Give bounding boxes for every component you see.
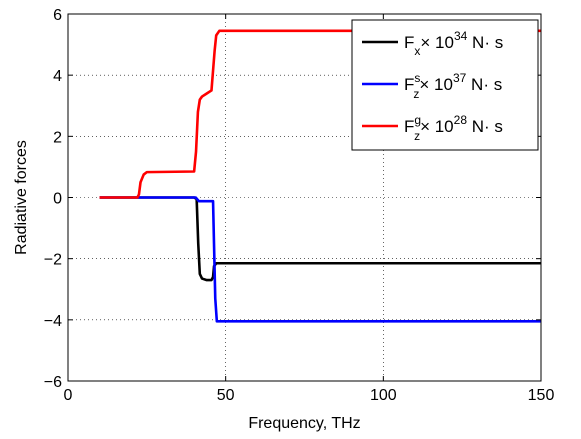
y-tick-label: 0 (53, 191, 62, 208)
legend-entry: Fx× 1034 N· s (404, 29, 503, 58)
grid (68, 14, 541, 381)
y-tick-label: −6 (44, 374, 62, 391)
x-tick-label: 150 (528, 387, 555, 404)
y-axis-label: Radiative forces (13, 140, 30, 255)
series-line-3 (99, 29, 541, 199)
x-tick-label: 50 (217, 387, 235, 404)
x-axis-label: Frequency, THz (248, 415, 360, 432)
legend: Fx× 1034 N· s Fs z× 1037 N· s Fg z× 1028 N· … (351, 19, 539, 151)
y-tick-label: 2 (53, 129, 62, 146)
y-tick-label: 4 (53, 68, 62, 85)
x-tick-label: 100 (370, 387, 397, 404)
y-tick-label: −2 (44, 252, 62, 269)
series-line-2 (99, 196, 541, 323)
legend-entry: Fg z× 1028 N· s (404, 113, 503, 143)
legend-entry: Fs z× 1037 N· s (404, 71, 502, 101)
y-tick-label: 6 (53, 7, 62, 24)
y-tick-label: −4 (44, 313, 62, 330)
x-tick-label: 0 (64, 387, 73, 404)
tick-labels: 0 50 100 150 −6 −4 −2 0 2 4 6 (44, 7, 555, 404)
series-lines (99, 29, 541, 323)
